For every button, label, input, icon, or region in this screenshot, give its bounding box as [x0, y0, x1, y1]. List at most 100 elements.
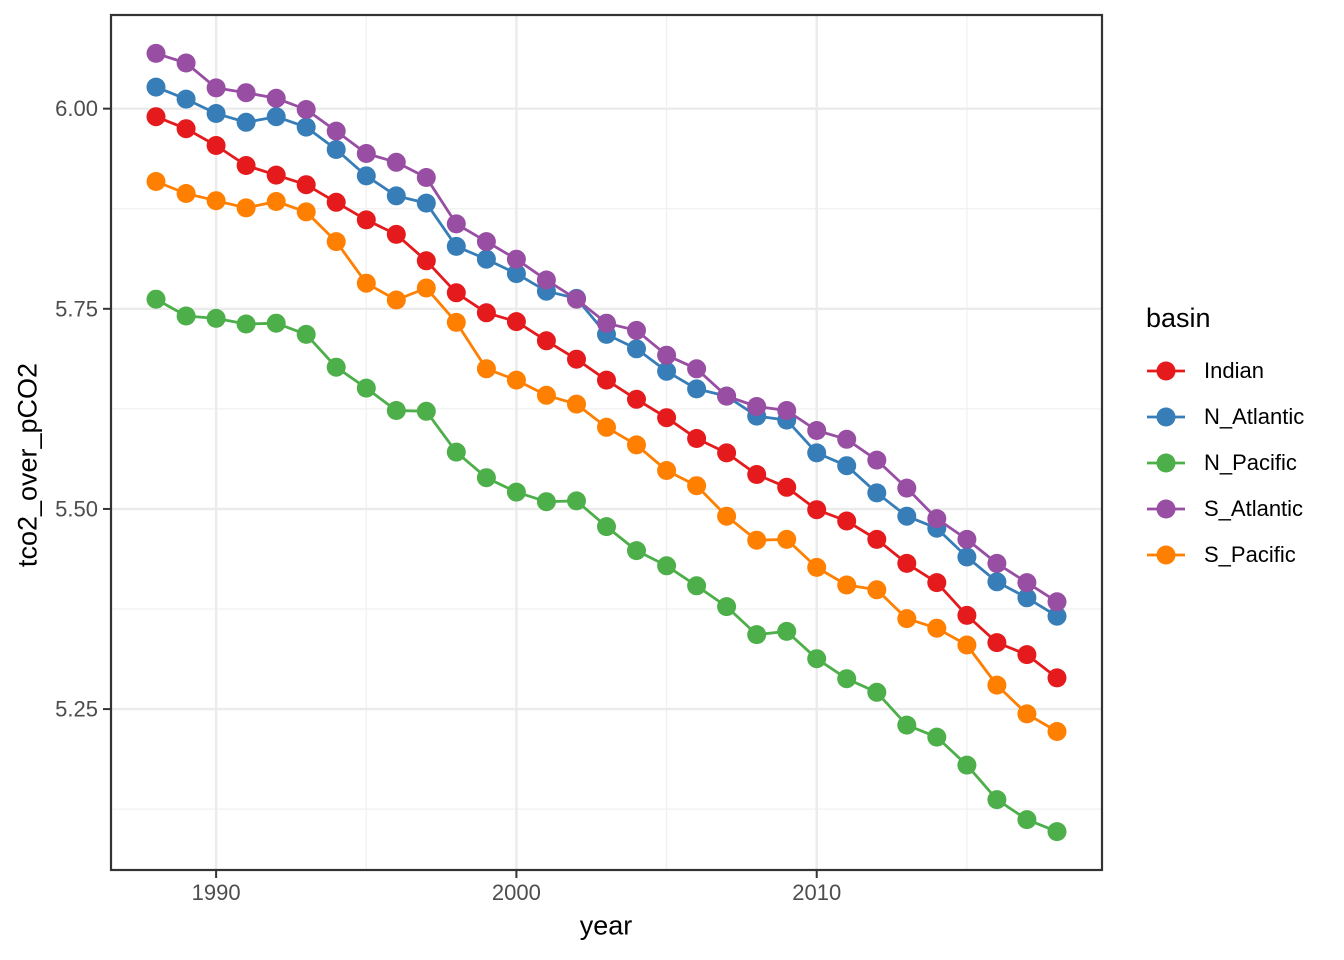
series-point-Indian: [1017, 645, 1037, 665]
series-point-S_Pacific: [236, 198, 256, 218]
series-point-N_Pacific: [777, 621, 797, 641]
series-point-N_Pacific: [446, 442, 466, 462]
series-point-Indian: [657, 408, 677, 428]
series-point-S_Atlantic: [897, 478, 917, 498]
series-point-N_Pacific: [927, 727, 947, 747]
series-point-Indian: [356, 210, 376, 230]
series-point-S_Atlantic: [476, 232, 496, 252]
series-point-S_Pacific: [597, 417, 616, 437]
series-point-S_Pacific: [657, 461, 677, 480]
series-point-S_Atlantic: [146, 43, 166, 63]
series-point-S_Atlantic: [567, 289, 586, 309]
series-point-Indian: [777, 477, 797, 497]
y-tick-label: 5.25: [55, 697, 98, 722]
series-point-S_Pacific: [266, 192, 286, 211]
series-point-S_Pacific: [476, 359, 496, 379]
legend-key-icon: [1147, 545, 1185, 565]
series-point-S_Atlantic: [927, 509, 947, 529]
series-point-N_Atlantic: [386, 186, 406, 206]
series-point-S_Atlantic: [416, 168, 436, 187]
x-tick-label: 2000: [492, 880, 541, 905]
series-point-N_Pacific: [356, 378, 376, 398]
series-point-N_Pacific: [837, 669, 857, 689]
series-point-N_Atlantic: [326, 140, 346, 159]
series-point-N_Atlantic: [657, 361, 677, 381]
legend-items: Indian N_Atlantic N_Pacific S_Atlantic S_Pac…: [1146, 348, 1304, 578]
series-point-N_Pacific: [717, 597, 737, 617]
series-point-Indian: [506, 312, 526, 332]
series-point-N_Pacific: [326, 357, 346, 377]
series-point-S_Atlantic: [1017, 573, 1037, 593]
series-point-N_Atlantic: [356, 166, 376, 186]
series-point-N_Pacific: [867, 682, 887, 702]
series-point-Indian: [747, 465, 767, 484]
series-point-S_Atlantic: [657, 345, 677, 365]
series-point-N_Pacific: [266, 313, 286, 333]
series-point-N_Atlantic: [627, 339, 646, 359]
legend-item-N_Atlantic: N_Atlantic: [1146, 394, 1304, 440]
series-point-S_Atlantic: [326, 121, 346, 141]
series-point-S_Pacific: [717, 506, 737, 526]
series-point-Indian: [687, 429, 707, 448]
series-point-Indian: [1047, 668, 1067, 688]
series-point-Indian: [476, 303, 496, 323]
series-point-N_Pacific: [807, 649, 827, 669]
series-point-N_Pacific: [1047, 822, 1067, 842]
series-point-N_Atlantic: [266, 107, 286, 127]
legend-item-label: Indian: [1204, 358, 1264, 383]
series-point-Indian: [567, 349, 586, 369]
series-point-N_Atlantic: [416, 193, 436, 213]
series-point-N_Pacific: [987, 790, 1007, 810]
series-point-Indian: [296, 175, 316, 195]
series-point-N_Atlantic: [476, 249, 496, 269]
series-point-N_Pacific: [206, 308, 226, 328]
series-point-N_Atlantic: [146, 77, 166, 97]
series-point-N_Pacific: [506, 482, 526, 502]
legend-item-label: S_Pacific: [1204, 542, 1296, 567]
series-point-N_Atlantic: [446, 236, 466, 256]
series-point-N_Atlantic: [687, 379, 707, 399]
series-point-S_Pacific: [356, 273, 376, 293]
legend-item-N_Pacific: N_Pacific: [1146, 440, 1304, 486]
series-point-S_Pacific: [176, 184, 196, 203]
series-point-S_Pacific: [206, 191, 226, 211]
series-point-Indian: [326, 192, 346, 212]
series-point-N_Atlantic: [236, 112, 256, 132]
series-point-S_Pacific: [567, 394, 586, 414]
series-point-S_Atlantic: [296, 100, 316, 119]
series-point-S_Atlantic: [717, 386, 737, 406]
legend-title: basin: [1146, 303, 1211, 333]
legend-item-Indian: Indian: [1146, 348, 1304, 394]
series-point-N_Pacific: [236, 314, 256, 334]
series-point-S_Atlantic: [627, 320, 646, 340]
series-point-S_Pacific: [867, 580, 887, 600]
series-point-N_Pacific: [657, 556, 677, 576]
legend-key-icon: [1147, 499, 1185, 519]
series-point-S_Pacific: [777, 529, 797, 549]
series-point-N_Atlantic: [1047, 606, 1067, 626]
legend-key-icon: [1147, 453, 1185, 473]
series-point-S_Atlantic: [176, 53, 196, 73]
series-point-N_Atlantic: [807, 443, 827, 463]
y-axis-title: tco2_over_pCO2: [12, 362, 43, 568]
series-point-S_Pacific: [957, 635, 977, 655]
y-tick-label: 5.75: [55, 296, 98, 321]
legend-item-label: N_Atlantic: [1204, 404, 1305, 429]
series-point-S_Atlantic: [266, 88, 286, 108]
series-point-N_Atlantic: [1017, 588, 1037, 608]
series-point-Indian: [266, 165, 286, 185]
series-point-S_Pacific: [627, 435, 646, 455]
series-point-Indian: [416, 251, 436, 271]
series-point-Indian: [597, 370, 616, 390]
series-point-S_Atlantic: [867, 450, 887, 470]
series-point-Indian: [807, 500, 827, 520]
series-point-Indian: [176, 119, 196, 139]
x-tick-label: 1990: [192, 880, 241, 905]
series-point-S_Atlantic: [837, 429, 857, 449]
series-point-S_Pacific: [837, 575, 857, 595]
plot-panel-border: [109, 13, 1104, 872]
y-tick-label: 5.50: [55, 496, 98, 521]
series-point-S_Pacific: [416, 278, 436, 298]
legend-item-label: N_Pacific: [1204, 450, 1297, 475]
series-point-Indian: [957, 605, 977, 625]
